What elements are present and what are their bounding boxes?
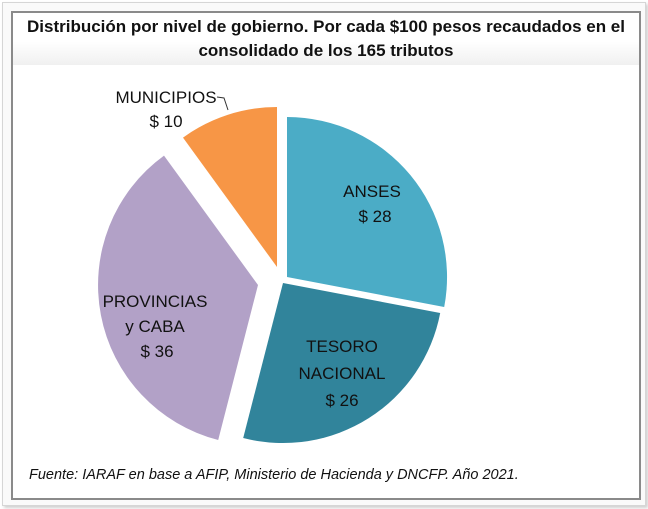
chart-title: Distribución por nivel de gobierno. Por … <box>13 15 639 63</box>
slice-label-tesoro: TESORO NACIONAL $ 26 <box>299 337 386 410</box>
label-anses-name: ANSES <box>343 182 401 201</box>
slice-tesoro-nacional <box>243 283 441 444</box>
slice-municipios <box>183 107 277 267</box>
label-provincias-line1: PROVINCIAS <box>103 292 208 311</box>
slice-anses <box>287 116 448 307</box>
label-municipios-name: MUNICIPIOS <box>115 88 216 107</box>
leader-line-municipios <box>216 96 229 111</box>
chart-title-line-2: consolidado de los 165 tributos <box>198 41 454 60</box>
label-municipios-value: $ 10 <box>149 112 182 131</box>
slice-label-municipios: MUNICIPIOS $ 10 <box>115 88 229 131</box>
label-tesoro-line1: TESORO <box>306 337 378 356</box>
label-tesoro-line2: NACIONAL <box>299 364 386 383</box>
title-band <box>13 13 639 65</box>
label-tesoro-value: $ 26 <box>325 391 358 410</box>
slice-label-anses: ANSES $ 28 <box>343 182 401 226</box>
chart-source: Fuente: IARAF en base a AFIP, Ministerio… <box>29 467 519 483</box>
chart-title-line-1: Distribución por nivel de gobierno. Por … <box>26 17 625 36</box>
label-anses-value: $ 28 <box>358 207 391 226</box>
pie-slices <box>98 107 448 444</box>
label-provincias-line2: y CABA <box>125 317 185 336</box>
slice-provincias-caba <box>98 155 258 440</box>
slice-label-provincias: PROVINCIAS y CABA $ 36 <box>103 292 208 361</box>
label-provincias-value: $ 36 <box>140 342 173 361</box>
